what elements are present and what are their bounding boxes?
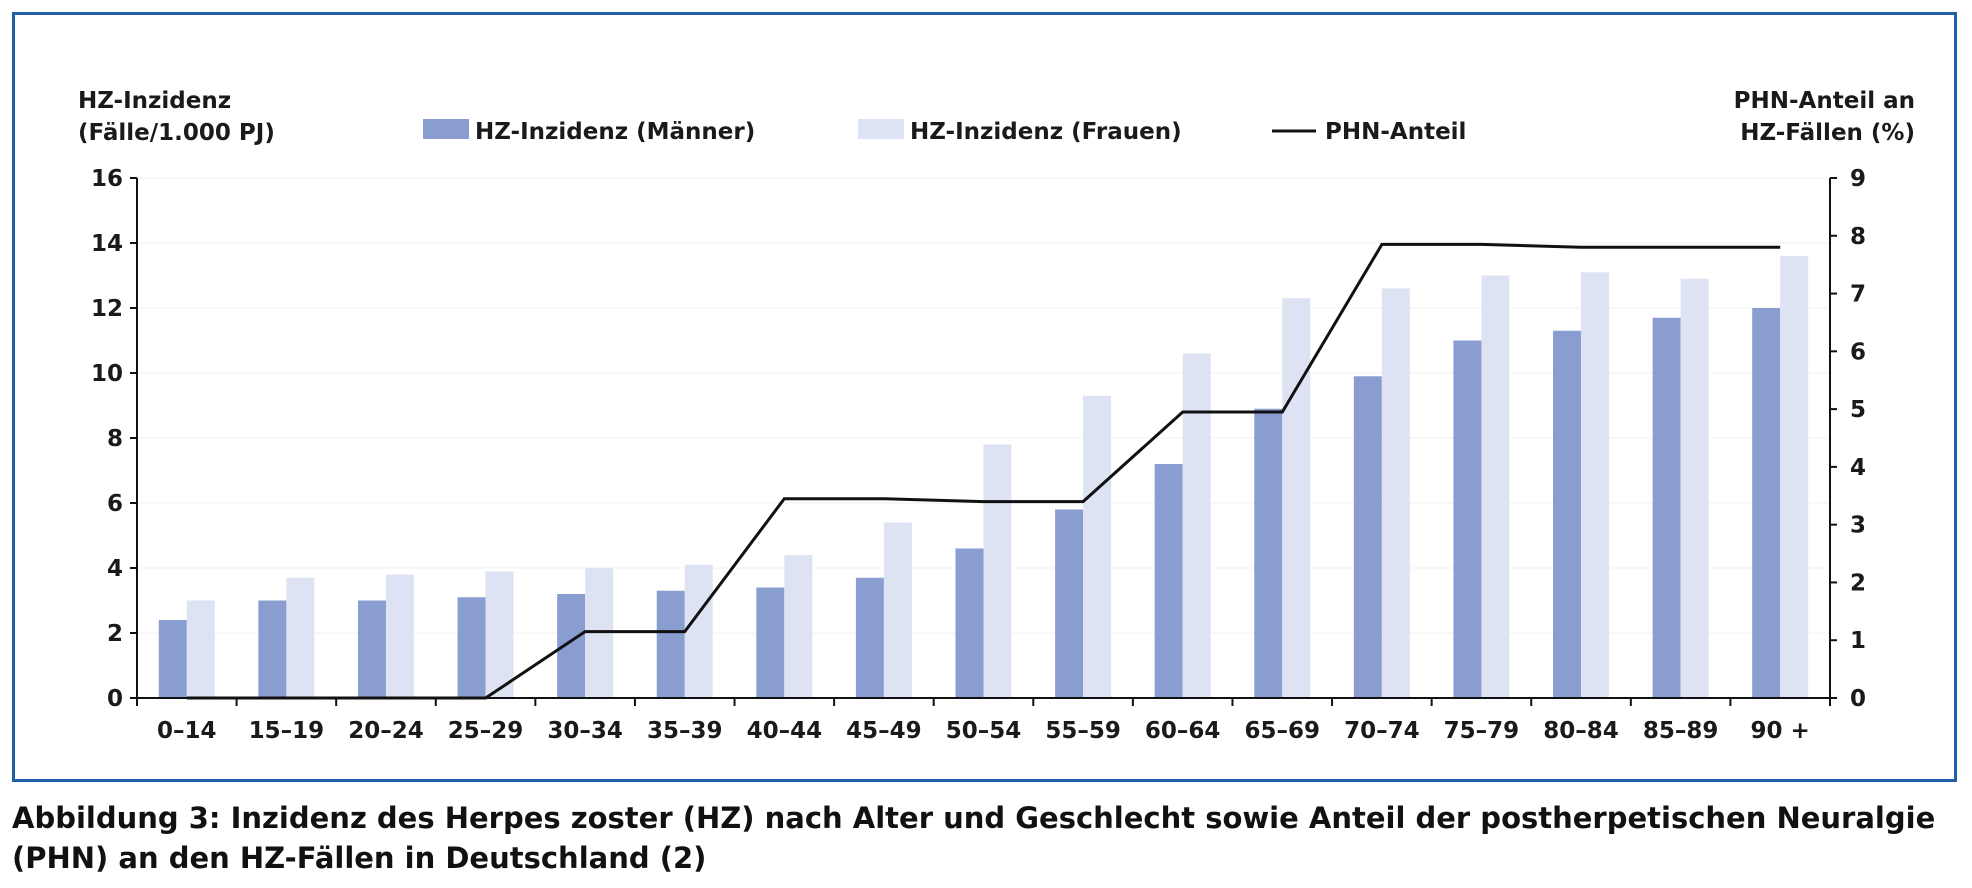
bar-men — [1553, 330, 1582, 698]
y-tick-label-left: 4 — [107, 556, 123, 582]
bar-women — [186, 600, 215, 698]
y-tick-label-right: 8 — [1850, 224, 1866, 250]
y-tick-label-right: 9 — [1850, 166, 1866, 192]
y-tick-label-left: 8 — [107, 426, 123, 452]
bar-men — [1055, 509, 1084, 698]
x-tick-label: 55–59 — [1045, 718, 1121, 744]
x-tick-label: 25–29 — [448, 718, 524, 744]
y-tick-label-left: 12 — [91, 296, 123, 322]
y-tick-label-left: 6 — [107, 491, 123, 517]
x-tick-label: 0–14 — [157, 718, 217, 744]
bar-women — [1680, 278, 1709, 698]
y-axis-title-left: (Fälle/1.000 PJ) — [78, 120, 275, 146]
y-axis-title-right: HZ-Fällen (%) — [1740, 120, 1915, 146]
x-tick-label: 80–84 — [1543, 718, 1619, 744]
y-tick-label-right: 2 — [1850, 570, 1866, 596]
x-tick-label: 85–89 — [1643, 718, 1719, 744]
x-tick-label: 40–44 — [747, 718, 823, 744]
legend-swatch-women — [858, 119, 904, 139]
bar-men — [1154, 464, 1183, 698]
y-tick-label-left: 14 — [91, 231, 123, 257]
x-tick-label: 65–69 — [1245, 718, 1321, 744]
x-tick-label: 35–39 — [647, 718, 723, 744]
x-tick-label: 20–24 — [348, 718, 424, 744]
y-tick-label-left: 10 — [91, 361, 123, 387]
bar-men — [656, 590, 685, 698]
bar-women — [684, 564, 713, 698]
x-tick-label: 45–49 — [846, 718, 922, 744]
bar-men — [457, 597, 486, 698]
y-tick-label-right: 6 — [1850, 339, 1866, 365]
legend-label-men: HZ-Inzidenz (Männer) — [475, 119, 755, 145]
y-axis-title-left: HZ-Inzidenz — [78, 88, 231, 114]
y-tick-label-right: 0 — [1850, 686, 1866, 712]
x-tick-label: 70–74 — [1344, 718, 1420, 744]
bar-women — [1381, 288, 1410, 698]
legend-swatch-men — [423, 119, 469, 139]
y-axis-title-right: PHN-Anteil an — [1734, 88, 1915, 114]
bar-women — [1581, 272, 1610, 698]
bar-men — [1254, 408, 1283, 698]
bar-women — [1083, 395, 1112, 698]
x-tick-label: 90 + — [1751, 718, 1810, 744]
bar-women — [784, 555, 813, 698]
x-tick-label: 30–34 — [547, 718, 623, 744]
bar-women — [485, 571, 514, 698]
bar-men — [1353, 376, 1382, 698]
bar-women — [1182, 353, 1211, 698]
y-tick-label-left: 0 — [107, 686, 123, 712]
figure-frame: 0 2 4 6 8 10 12 14 16 0 1 2 3 4 5 6 7 8 9 0–14 15–19 20–24 25–… — [12, 12, 1957, 782]
figure-caption: Abbildung 3: Inzidenz des Herpes zoster … — [12, 801, 1936, 875]
x-tick-label: 50–54 — [946, 718, 1022, 744]
bar-men — [855, 577, 884, 698]
bar-men — [955, 548, 984, 698]
bar-men — [1652, 317, 1681, 698]
bar-men — [756, 587, 785, 698]
legend-label-women: HZ-Inzidenz (Frauen) — [910, 119, 1182, 145]
y-tick-label-left: 16 — [91, 166, 123, 192]
bar-men — [258, 600, 287, 698]
y-tick-label-right: 5 — [1850, 397, 1866, 423]
bar-women — [286, 577, 315, 698]
bar-women — [883, 522, 912, 698]
bar-women — [1282, 298, 1311, 698]
bar-women — [1780, 256, 1809, 698]
bar-men — [158, 620, 187, 698]
x-tick-label: 75–79 — [1444, 718, 1520, 744]
y-tick-label-left: 2 — [107, 621, 123, 647]
bar-men — [1453, 340, 1482, 698]
y-tick-label-right: 1 — [1850, 628, 1866, 654]
bar-women — [983, 444, 1012, 698]
bar-men — [357, 600, 386, 698]
y-tick-label-right: 7 — [1850, 282, 1866, 308]
y-tick-label-right: 4 — [1850, 455, 1866, 481]
bar-women — [385, 574, 414, 698]
bar-women — [1481, 275, 1510, 698]
y-tick-label-right: 3 — [1850, 513, 1866, 539]
x-tick-label: 15–19 — [249, 718, 325, 744]
legend-label-phn: PHN-Anteil — [1325, 119, 1466, 145]
bar-men — [1752, 308, 1781, 698]
x-tick-label: 60–64 — [1145, 718, 1221, 744]
